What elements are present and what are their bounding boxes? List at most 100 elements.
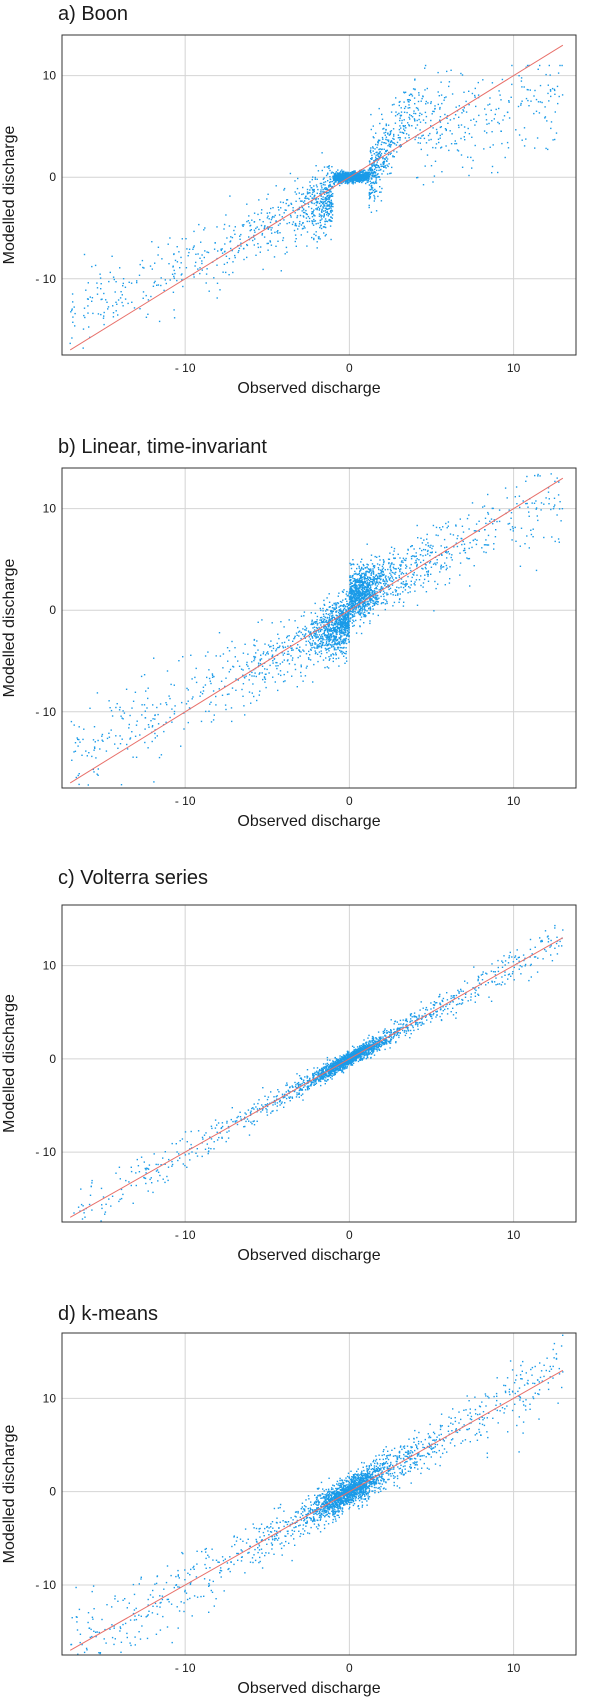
data-point [253,212,256,214]
data-point [391,140,393,143]
data-point [398,601,400,603]
data-point [333,654,335,656]
data-point [374,198,376,200]
data-point [366,176,368,178]
data-point [301,210,303,212]
data-point [372,172,374,175]
data-point [232,666,235,668]
data-point [517,105,520,108]
data-point [311,211,313,213]
data-point [320,645,322,648]
data-point [328,601,331,603]
data-point [313,197,315,199]
data-point [272,647,275,650]
data-point [382,590,385,592]
data-point [347,632,350,635]
data-point [197,268,199,270]
data-point [409,587,411,589]
data-point [327,625,329,627]
data-point [330,630,332,632]
data-point [132,700,135,702]
data-point [154,262,156,264]
data-point [304,625,306,628]
data-point [358,178,361,180]
data-point [371,165,373,167]
data-point [151,268,153,270]
data-point [91,300,93,302]
data-point [256,699,258,702]
data-point [287,645,289,647]
data-point [390,111,393,113]
data-point [428,139,430,141]
data-point [415,579,418,581]
data-point [347,627,349,629]
data-point [382,156,384,159]
data-point [373,175,375,177]
data-point [389,153,391,155]
data-point [237,660,239,662]
data-point [377,140,380,142]
data-point [342,175,344,177]
data-point [511,539,513,541]
data-point [94,741,96,743]
data-point [326,648,328,650]
data-point [535,98,538,101]
data-point [201,254,203,256]
data-point [328,643,330,645]
data-point [353,177,355,179]
data-point [259,219,261,221]
data-point [292,640,294,642]
data-point [333,178,335,180]
data-point [369,606,372,608]
data-point [349,583,352,585]
data-point [316,247,318,249]
data-point [551,536,553,538]
data-point [463,110,465,112]
data-point [326,192,328,194]
data-point [320,609,322,612]
data-point [359,180,362,182]
data-point [246,661,248,664]
data-point [300,664,302,666]
data-point [206,251,208,253]
data-point [387,154,390,156]
data-point [260,212,263,214]
data-point [110,709,113,712]
data-point [330,204,332,206]
data-point [338,178,340,180]
data-point [356,591,358,593]
data-point [364,609,366,612]
data-point [427,542,429,544]
data-point [277,240,279,242]
data-point [545,147,547,150]
data-point [295,193,298,195]
data-point [430,119,432,122]
data-point [362,614,365,616]
data-point [377,603,379,606]
data-point [460,124,463,126]
data-point [271,622,273,624]
data-point [335,654,337,656]
data-point [383,166,385,168]
data-point [327,639,329,641]
data-point [117,314,119,316]
data-point [258,694,260,696]
data-point [356,587,358,589]
data-point [359,584,361,586]
data-point [366,171,368,174]
data-point [320,646,323,649]
data-point [369,150,372,153]
data-point [333,622,335,624]
data-point [391,584,394,586]
data-point [284,646,287,648]
data-point [334,604,337,606]
data-point [272,662,274,664]
data-point [153,282,155,284]
data-point [535,569,538,572]
data-point [390,593,392,595]
data-point [298,635,300,637]
data-point [199,267,201,269]
data-point [374,591,376,593]
data-point [532,536,534,538]
data-point [403,559,405,561]
